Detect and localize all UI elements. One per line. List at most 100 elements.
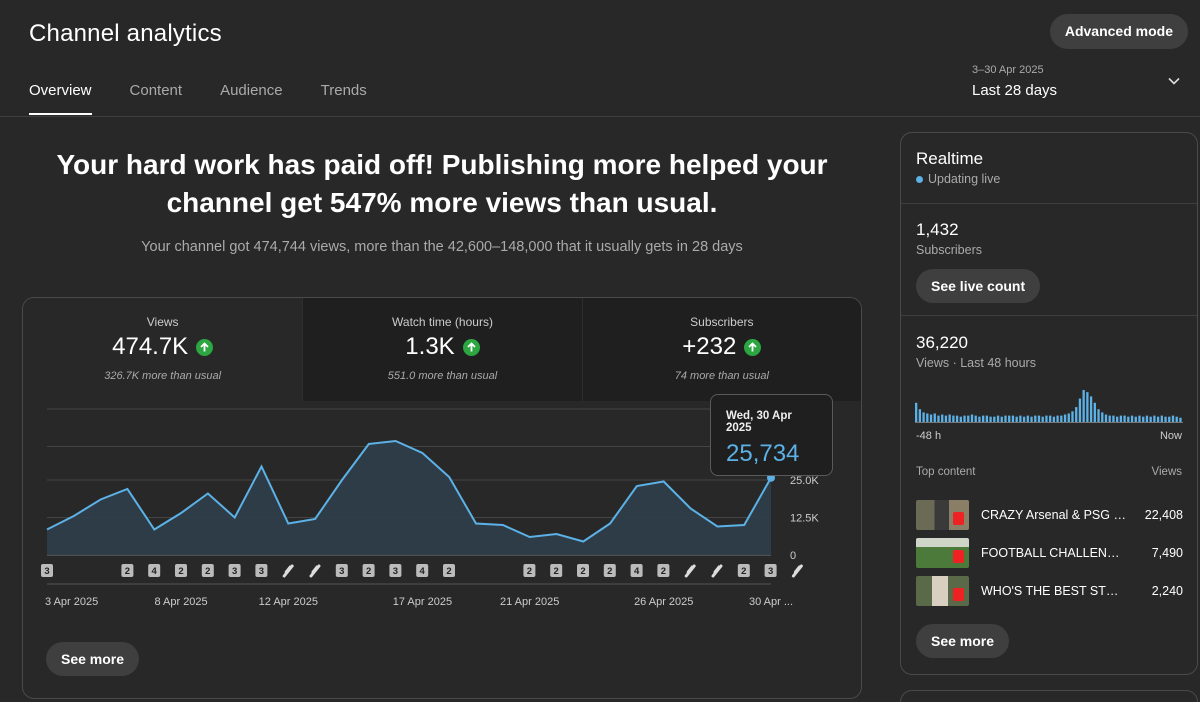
metric-views[interactable]: Views 474.7K 326.7K more than usual (23, 298, 303, 401)
publish-marker-count: 3 (259, 566, 264, 577)
spark-bar (1160, 415, 1163, 422)
top-content-heading: Top content (916, 466, 976, 478)
tab-content[interactable]: Content (129, 82, 183, 99)
tab-trends[interactable]: Trends (320, 82, 367, 99)
spark-bar (1104, 414, 1108, 422)
views-line (46, 439, 772, 543)
publish-marker-count: 2 (178, 566, 183, 577)
spark-bar (1089, 396, 1093, 422)
spark-bar (1075, 407, 1078, 422)
spark-bar (1067, 413, 1070, 422)
spark-bar (1060, 415, 1063, 422)
spark-bar (1093, 402, 1096, 422)
realtime-views-count: 36,220 (916, 333, 968, 352)
date-range-selector[interactable]: 3–30 Apr 2025 Last 28 days (972, 64, 1187, 104)
subscribers-label: Subscribers (916, 243, 982, 257)
metric-label: Views (146, 315, 179, 329)
x-tick-label: 26 Apr 2025 (634, 596, 693, 608)
publish-marker (737, 564, 750, 577)
shorts-marker-icon (791, 564, 803, 578)
advanced-mode-button[interactable]: Advanced mode (1049, 14, 1188, 49)
publish-marker (201, 564, 214, 577)
publish-marker (577, 564, 589, 577)
publish-marker (523, 564, 536, 577)
spark-bar (993, 416, 996, 422)
metric-watch-time[interactable]: Watch time (hours) 1.3K 551.0 more than … (302, 298, 582, 401)
tab-overview[interactable]: Overview (29, 82, 92, 115)
top-content-row[interactable]: WHO'S THE BEST STRIKER 2,240 (916, 575, 1183, 607)
spark-bar (1179, 417, 1182, 422)
spark-bar (1052, 416, 1056, 422)
spark-bar (1045, 415, 1048, 422)
spark-bar (1041, 416, 1044, 422)
spark-bar (1116, 416, 1119, 422)
spark-bar (1119, 415, 1123, 422)
see-more-top-content-button[interactable]: See more (916, 624, 1010, 658)
spark-bar (1145, 415, 1149, 422)
divider (901, 315, 1197, 316)
spark-bar (1108, 415, 1111, 422)
arrow-up-icon (196, 338, 214, 356)
spark-bar (1004, 415, 1007, 422)
realtime-views-label: Views · Last 48 hours (916, 356, 1036, 370)
realtime-status: Updating live (928, 172, 1001, 186)
publish-marker-count: 2 (661, 566, 666, 577)
publish-marker-count: 3 (393, 566, 398, 577)
spark-bar (1112, 415, 1115, 422)
spark-bar (996, 415, 1000, 422)
realtime-bar-chart[interactable] (915, 378, 1183, 423)
see-live-count-button[interactable]: See live count (916, 269, 1041, 303)
spark-bar (915, 402, 918, 422)
spark-bar (1008, 415, 1011, 422)
spark-bar (1130, 415, 1134, 422)
metric-value: 474.7K (112, 333, 189, 360)
spark-bar (1097, 409, 1100, 422)
date-range-dates: 3–30 Apr 2025 (972, 64, 1044, 76)
spark-bar (967, 415, 970, 422)
axis-start-label: -48 h (916, 430, 942, 442)
metric-label: Watch time (hours) (392, 315, 493, 329)
spark-bar (1156, 416, 1160, 422)
y-tick-label: 25.0K (790, 475, 819, 487)
spark-bar (933, 413, 936, 422)
shorts-marker-icon (282, 564, 294, 578)
chevron-down-icon (1168, 77, 1180, 85)
chart-tooltip: Wed, 30 Apr 2025 25,734 (710, 394, 833, 476)
top-content-row[interactable]: CRAZY Arsenal & PSG Challenge 22,408 (916, 499, 1183, 531)
publish-marker-count: 2 (366, 566, 371, 577)
date-range-label: Last 28 days (972, 82, 1058, 99)
spark-bar (1022, 416, 1026, 422)
live-dot-icon (916, 175, 923, 183)
arrow-up-icon (462, 338, 480, 356)
publish-marker (630, 564, 643, 577)
publish-marker-count: 2 (125, 566, 130, 577)
spark-bar (918, 409, 922, 422)
shorts-icon (953, 588, 964, 601)
metric-value: +232 (682, 333, 737, 360)
spark-bar (1149, 416, 1152, 422)
shorts-marker-icon (711, 564, 723, 578)
spark-bar (970, 414, 974, 422)
overview-chart-card: Views 474.7K 326.7K more than usual Watc… (22, 297, 862, 699)
page-title: Channel analytics (29, 20, 222, 47)
spark-bar (1078, 398, 1082, 422)
spark-bar (1015, 416, 1018, 422)
spark-bar (1011, 415, 1015, 422)
y-tick-label: 12.5K (790, 513, 819, 525)
spark-bar (1138, 415, 1141, 422)
video-title: WHO'S THE BEST STRIKER (981, 584, 1126, 598)
publish-marker-count: 2 (527, 566, 532, 577)
metric-note: 551.0 more than usual (387, 370, 498, 382)
shorts-icon (953, 550, 964, 563)
see-more-button[interactable]: See more (46, 642, 140, 676)
publish-marker (764, 564, 777, 577)
spark-bar (1164, 416, 1167, 422)
insight-detail: Your channel got 474,744 views, more tha… (141, 239, 743, 255)
views-chart[interactable]: 0 12.5K 25.0K 3 2 4 2 2 3 3 3 2 3 4 2 2 2 2 2 4 2 2 3 3 Apr 202… (23, 401, 861, 621)
top-content-row[interactable]: FOOTBALL CHALLENGE vs 7,490 (916, 537, 1183, 569)
tab-audience[interactable]: Audience (220, 82, 283, 99)
spark-bar (1056, 415, 1059, 422)
video-thumbnail (916, 500, 969, 530)
metric-label: Subscribers (690, 315, 754, 329)
metric-subscribers[interactable]: Subscribers +232 74 more than usual (581, 298, 861, 401)
